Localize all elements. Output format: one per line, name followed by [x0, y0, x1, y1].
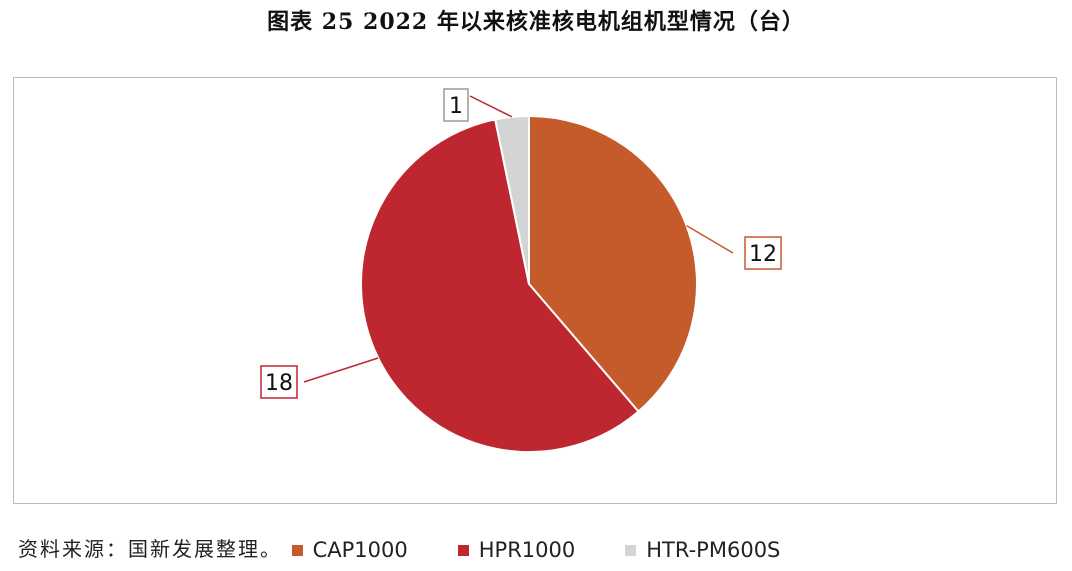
- data-label-htr-pm600s: 1: [449, 94, 463, 119]
- pie-slice-hpr1000: [360, 118, 640, 453]
- data-label-box-hpr1000: [260, 365, 298, 399]
- legend-swatch: [457, 544, 469, 556]
- legend-item-hpr1000: HPR1000: [457, 538, 576, 562]
- pie-chart: 12 18 1: [260, 88, 782, 453]
- data-label-hpr1000: 18: [265, 371, 293, 396]
- leader-line-htr-pm600s: [469, 95, 513, 118]
- legend-item-cap1000: CAP1000: [291, 538, 408, 562]
- data-label-cap1000: 12: [749, 242, 777, 267]
- chart-area: 12 18 1 CAP1000 HPR1000 HTR-PM600S: [13, 77, 1057, 562]
- legend-label: HTR-PM600S: [646, 538, 781, 562]
- data-label-box-htr-pm600s: [443, 88, 469, 122]
- leader-line-cap1000: [686, 225, 734, 254]
- legend-swatch: [291, 544, 303, 556]
- legend-swatch: [625, 544, 637, 556]
- source-note: 资料来源：国新发展整理。: [18, 537, 282, 561]
- pie-slice-htr-pm600s: [494, 114, 530, 285]
- legend-label: HPR1000: [478, 538, 576, 562]
- legend: CAP1000 HPR1000 HTR-PM600S: [14, 538, 1058, 562]
- data-label-box-cap1000: [744, 236, 782, 270]
- leader-line-hpr1000: [303, 357, 379, 383]
- chart-title: 图表 25 2022 年以来核准核电机组机型情况（台）: [267, 9, 805, 35]
- legend-label: CAP1000: [312, 538, 408, 562]
- legend-item-htr-pm600s: HTR-PM600S: [625, 538, 780, 562]
- pie-slice-cap1000: [528, 114, 698, 413]
